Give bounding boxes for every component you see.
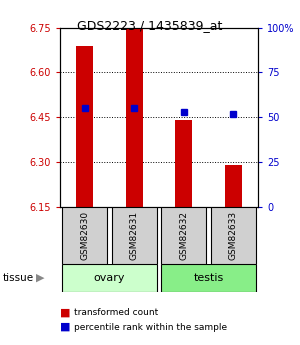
Text: percentile rank within the sample: percentile rank within the sample xyxy=(74,323,226,332)
Bar xyxy=(161,264,256,292)
Bar xyxy=(211,207,256,264)
Bar xyxy=(126,28,143,207)
Text: transformed count: transformed count xyxy=(74,308,158,317)
Bar xyxy=(112,207,157,264)
Bar xyxy=(225,165,242,207)
Text: ■: ■ xyxy=(60,322,70,332)
Text: ▶: ▶ xyxy=(36,273,45,283)
Bar xyxy=(62,207,107,264)
Bar xyxy=(161,207,206,264)
Bar xyxy=(76,46,93,207)
Text: ovary: ovary xyxy=(94,273,125,283)
Text: GDS2223 / 1435839_at: GDS2223 / 1435839_at xyxy=(77,19,223,32)
Text: GSM82633: GSM82633 xyxy=(229,211,238,260)
Text: ■: ■ xyxy=(60,307,70,317)
Text: GSM82630: GSM82630 xyxy=(80,211,89,260)
Text: GSM82631: GSM82631 xyxy=(130,211,139,260)
Text: testis: testis xyxy=(194,273,224,283)
Text: tissue: tissue xyxy=(3,273,34,283)
Bar xyxy=(175,120,192,207)
Bar xyxy=(62,264,157,292)
Text: GSM82632: GSM82632 xyxy=(179,211,188,260)
